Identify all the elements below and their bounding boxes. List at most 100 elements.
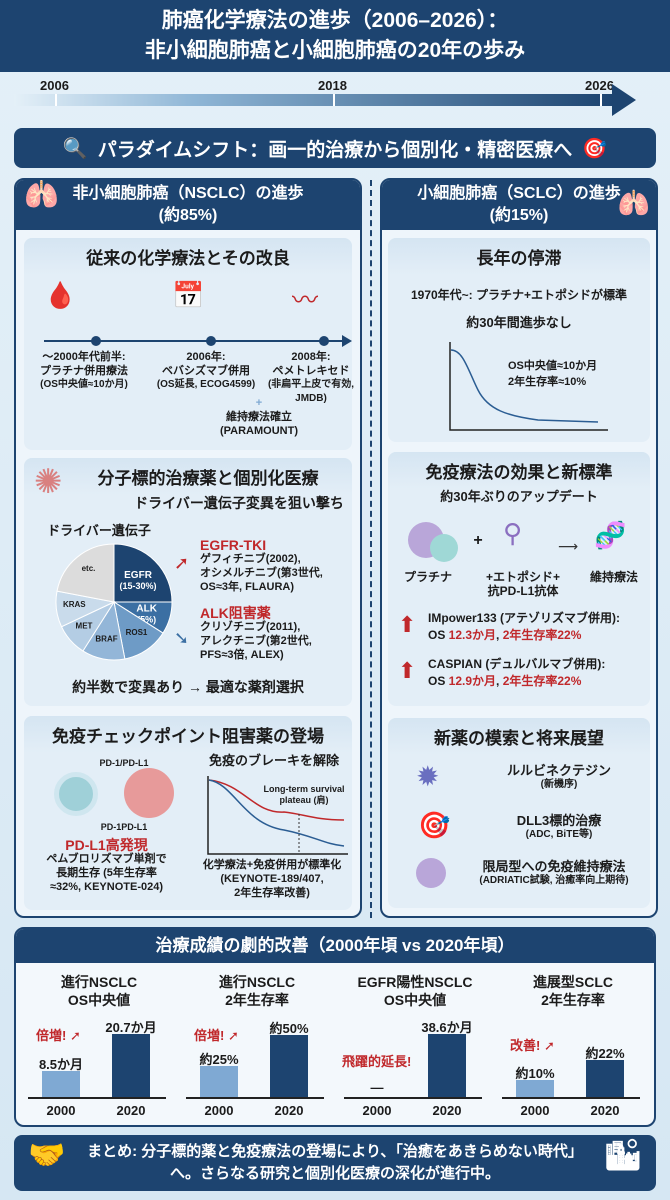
x-tick-label: 2020	[590, 1103, 620, 1118]
sclc-survival-curve	[449, 342, 608, 431]
chart-title: 進行NSCLC OS中央値	[24, 973, 174, 1009]
timeline-label-2026: 2026	[585, 78, 614, 93]
cancer-cell-icon: ✺	[34, 463, 63, 501]
calendar-icon: 📅	[172, 280, 205, 310]
bar-2020	[270, 1034, 308, 1097]
chemo-item: 2008年: ペメトレキセド (非扁平上皮で有効, JMDB)	[267, 351, 355, 404]
annotation: 倍増! ➚	[36, 1028, 81, 1043]
pie-label: etc.	[82, 564, 96, 573]
x-tick-label: 2020	[116, 1103, 146, 1118]
section-title: 従来の化学療法とその改良	[24, 238, 352, 275]
future-item: ルルビネクテジン (新機序)	[506, 763, 611, 791]
column-divider	[370, 180, 372, 918]
plus-icon: +	[255, 397, 263, 409]
antibody-icon: ⚲	[503, 518, 523, 548]
timeline-arrow-icon	[612, 84, 636, 116]
targeted-subtitle: ドライバー遺伝子変異を狙い撃ち	[134, 495, 344, 511]
sclc-share: (約15%)	[489, 207, 549, 224]
pie-title: ドライバー遺伝子	[47, 523, 151, 538]
timeline-tick	[55, 94, 57, 106]
sclc-stats: OS中央値≈10か月 2年生存率≈10%	[508, 360, 598, 388]
timeline-dot	[319, 336, 329, 346]
egfr-tki-info: EGFR-TKI ゲフィチニブ(2002), オシメルチニブ(第3世代, OS≈3年…	[200, 537, 323, 593]
x-axis	[502, 1097, 640, 1099]
chart-title: EGFR陽性NSCLC OS中央値	[340, 973, 490, 1009]
combo-info: 化学療法+免疫併用が標準化 (KEYNOTE-189/407, 2年生存率改善)	[202, 859, 342, 899]
stagnation-line1: 1970年代~: プラチナ+エトポシドが標準	[410, 288, 628, 302]
outcome-chart: EGFR陽性NSCLC OS中央値 — 2000 38.6か月 2020 飛躍的延長!	[340, 973, 490, 1123]
timeline-dot	[206, 336, 216, 346]
chart-title-line: 進展型SCLC	[532, 974, 614, 990]
chart-title-line: EGFR陽性NSCLC	[357, 974, 473, 990]
sclc-title: 小細胞肺癌（SCLC）の進歩	[417, 185, 621, 202]
bar-2020	[112, 1034, 150, 1097]
outcome-chart: 進行NSCLC 2年生存率 約25% 2000 約50% 2020 倍増! ➚	[182, 973, 332, 1123]
plus-icon: +	[473, 532, 483, 549]
x-tick-label: 2000	[46, 1103, 76, 1118]
cell-icon	[430, 534, 458, 562]
chart-title-line: 2年生存率	[225, 992, 289, 1008]
t-cell-icon	[54, 772, 98, 816]
step-etoposide: +エトポシド+ 抗PD-L1抗体	[485, 570, 561, 598]
timeline-tick	[333, 94, 335, 106]
annotation: 飛躍的延長!	[342, 1054, 412, 1069]
x-axis	[344, 1097, 482, 1099]
chart-title-line: OS中央値	[383, 992, 447, 1008]
pie-label: KRAS	[63, 600, 86, 609]
nsclc-header: 🫁 非小細胞肺癌（NSCLC）の進歩 (約85%)	[16, 180, 360, 230]
pie-label: MET	[76, 621, 93, 630]
pd1-label: PD-1/PD-L1	[99, 758, 149, 768]
bar-2000	[42, 1071, 80, 1097]
title-line-1: 肺癌化学療法の進歩（2006–2026）：	[161, 9, 509, 32]
pie-label: ROS1	[126, 628, 148, 637]
chart-title-line: 進行NSCLC	[218, 974, 296, 990]
x-tick-label: 2020	[432, 1103, 462, 1118]
section-title: 免疫療法の効果と新標準	[388, 452, 650, 489]
outcomes-title: 治療成績の劇的改善（2000年頃 vs 2020年頃）	[16, 929, 654, 963]
annotation: 倍増! ➚	[194, 1028, 239, 1043]
step-maintenance: 維持療法	[589, 570, 638, 584]
pie-slice-etc	[56, 543, 115, 603]
city-icon: 🏙	[603, 1139, 642, 1172]
section-title: 分子標的治療薬と個別化医療	[24, 458, 352, 495]
blue-arrow-icon: ➘	[174, 628, 190, 648]
outcome-chart: 進行NSCLC OS中央値 8.5か月 2000 20.7か月 2020 倍増! ➚	[24, 973, 174, 1123]
outcomes-panel: 治療成績の劇的改善（2000年頃 vs 2020年頃） 進行NSCLC OS中央値…	[14, 927, 656, 1127]
pie-label: EGFR	[124, 570, 153, 581]
plateau-label: Long-term survival plateau (肩)	[263, 784, 345, 805]
chart-title-line: 2年生存率	[541, 992, 605, 1008]
data-label: 38.6か月	[421, 1020, 473, 1036]
lungs-icon: 🫁	[24, 179, 59, 210]
trial-impower133: IMpower133 (アテゾリズマブ併用): OS 12.3か月, 2年生存率2…	[428, 611, 621, 642]
tumor-cell-icon	[124, 768, 174, 818]
chart-title: 進展型SCLC 2年生存率	[498, 973, 648, 1009]
paradigm-banner: 🔍 パラダイムシフト：画一的治療から個別化・精密医療へ 🎯	[14, 128, 656, 168]
x-tick-label: 2020	[274, 1103, 304, 1118]
up-arrow-icon: ⬆	[398, 658, 417, 683]
immuno-section: 免疫療法の効果と新標準 約30年ぶりのアップデート + ⚲ ⟶ 🧬 プラチナ +…	[388, 452, 650, 706]
target-icon: 🎯	[582, 137, 608, 160]
pie-label: ALK	[136, 603, 157, 614]
outcome-chart: 進展型SCLC 2年生存率 約10% 2000 約22% 2020 改善! ➚	[498, 973, 648, 1123]
chemo-timeline-line	[44, 340, 344, 342]
data-label: 20.7か月	[105, 1020, 157, 1035]
arrow-icon	[342, 335, 352, 347]
pie-sublabel: (15-30%)	[120, 581, 157, 591]
section-title: 長年の停滞	[388, 238, 650, 275]
x-tick-label: 2000	[204, 1103, 234, 1118]
brake-text: 免疫のブレーキを解除	[208, 753, 339, 768]
pie-sublabel: (5%)	[137, 614, 156, 624]
data-label: —	[370, 1080, 384, 1095]
chart-title-line: OS中央値	[67, 992, 131, 1008]
bar-2000	[200, 1065, 238, 1097]
stagnation-line2: 約30年間進歩なし	[466, 315, 572, 330]
data-label: 約22%	[585, 1046, 625, 1062]
section-title: 新薬の模索と将来展望	[388, 718, 650, 755]
blood-vessel-icon: 〰	[292, 285, 319, 315]
survival-curve	[450, 349, 599, 423]
chemo-section: 従来の化学療法とその改良 🩸 📅 〰 ～2000年代前半: プラチナ併用療法 (OS…	[24, 238, 354, 450]
chemo-item: 2006年: ベバシズマブ併用 (OS延長, ECOG4599)	[156, 351, 256, 390]
nsclc-title: 非小細胞肺癌（NSCLC）の進歩	[72, 185, 304, 202]
red-arrow-icon: ➚	[174, 553, 190, 573]
